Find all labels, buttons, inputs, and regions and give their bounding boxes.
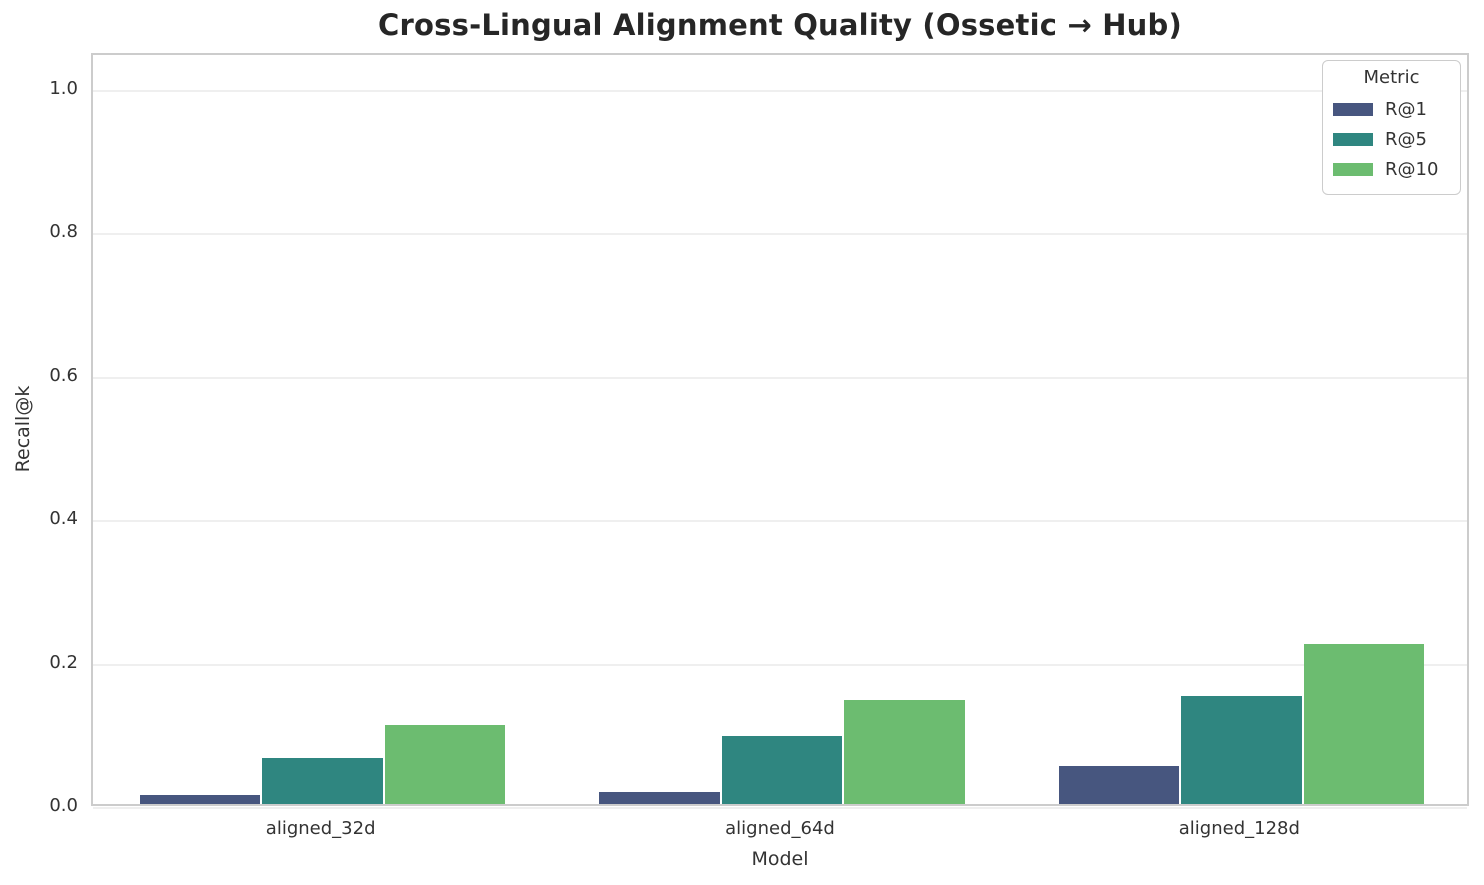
legend-items: R@1 R@5 R@10 (1333, 94, 1450, 184)
gridline (93, 376, 1467, 379)
bar-aligned_128d-R@5 (1181, 696, 1302, 804)
legend-label: R@1 (1385, 98, 1427, 120)
y-tick-label: 0.4 (49, 508, 78, 530)
bar-aligned_128d-R@10 (1303, 644, 1425, 804)
bar-aligned_64d-R@10 (844, 700, 965, 804)
gridline (93, 89, 1467, 92)
y-tick-label: 1.0 (49, 77, 78, 99)
x-tick-label: aligned_128d (1178, 818, 1300, 839)
bar-aligned_64d-R@1 (599, 791, 720, 804)
legend-item-R@1: R@1 (1333, 94, 1450, 124)
gridline (93, 807, 1467, 809)
y-tick-label: 0.2 (49, 651, 78, 673)
legend-swatch-icon (1333, 102, 1373, 116)
plot-area (91, 53, 1469, 809)
bar-aligned_64d-R@5 (721, 735, 843, 804)
y-axis-label: Recall@k (12, 385, 34, 473)
y-tick-label: 0.6 (49, 364, 78, 386)
gridline (93, 520, 1467, 523)
bar-aligned_128d-R@1 (1058, 766, 1180, 804)
x-axis-label: Model (751, 848, 809, 870)
bar-aligned_32d-R@10 (384, 725, 506, 804)
x-tick-label: aligned_64d (725, 818, 835, 839)
legend-label: R@10 (1385, 158, 1439, 180)
y-tick-label: 0.0 (49, 795, 78, 816)
gridline (93, 663, 1467, 666)
legend-item-R@10: R@10 (1333, 154, 1450, 184)
x-tick-label: aligned_32d (265, 818, 376, 839)
legend-item-R@5: R@5 (1333, 124, 1450, 154)
gridline (93, 233, 1467, 236)
y-tick-label: 0.8 (49, 221, 78, 243)
chart-title: Cross-Lingual Alignment Quality (Ossetic… (378, 8, 1182, 42)
legend: Metric R@1 R@5 R@10 (1322, 60, 1461, 195)
bar-aligned_32d-R@1 (139, 795, 261, 804)
legend-swatch-icon (1333, 132, 1373, 146)
legend-label: R@5 (1385, 128, 1427, 150)
legend-title: Metric (1363, 67, 1420, 88)
legend-swatch-icon (1333, 162, 1373, 176)
bar-aligned_32d-R@5 (262, 758, 383, 804)
